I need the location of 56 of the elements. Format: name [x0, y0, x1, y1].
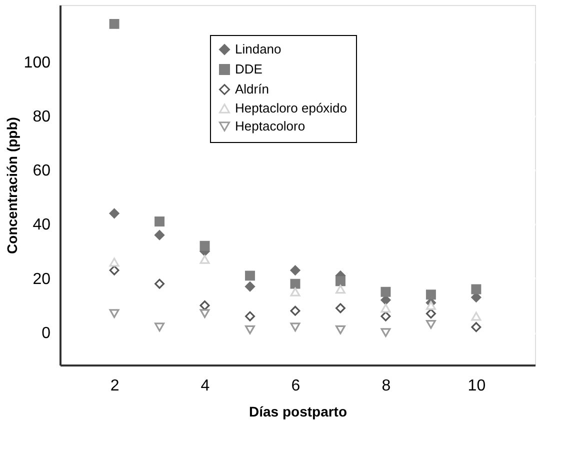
legend-label: Heptacoloro [235, 118, 306, 134]
point [426, 308, 436, 319]
y-tick-label: 100 [24, 54, 51, 72]
point [380, 304, 391, 313]
point [290, 265, 300, 276]
point [335, 325, 346, 334]
point [290, 322, 300, 332]
point [426, 290, 436, 300]
point [290, 306, 300, 316]
x-axis-title: Días postparto [248, 404, 348, 420]
point [200, 300, 210, 310]
y-tick-label: 0 [42, 325, 51, 342]
point [154, 216, 165, 227]
x-tick-label: 10 [468, 378, 486, 394]
point [200, 309, 210, 318]
legend-label: DDE [235, 62, 263, 76]
y-tick-label: 20 [32, 270, 51, 288]
point [245, 270, 255, 281]
point [471, 312, 482, 321]
point [380, 328, 391, 337]
point [245, 282, 255, 292]
point [200, 255, 210, 264]
point [380, 311, 391, 322]
point [380, 286, 391, 297]
point [290, 278, 300, 289]
y-tick-label: 40 [32, 216, 51, 234]
point [245, 311, 255, 322]
x-tick-label: 6 [291, 378, 300, 394]
point [154, 322, 165, 332]
x-tick-label: 2 [110, 378, 120, 394]
legend-label: Aldrín [235, 82, 269, 96]
point [426, 301, 436, 310]
point [335, 276, 346, 286]
point [335, 303, 346, 314]
point [154, 278, 165, 289]
point [380, 295, 391, 306]
point [109, 309, 120, 318]
point [200, 240, 210, 251]
legend-label: Lindano [235, 42, 282, 56]
point [335, 284, 346, 294]
legend-label: Heptacloro epóxido [235, 100, 348, 116]
point [154, 230, 165, 240]
point [109, 18, 120, 29]
point [290, 287, 300, 296]
y-tick-label: 60 [32, 162, 51, 180]
x-tick-label: 4 [200, 378, 210, 394]
point [471, 284, 482, 294]
y-tick-label: 80 [32, 108, 51, 126]
point [109, 258, 120, 267]
point [245, 325, 255, 334]
x-tick-label: 8 [382, 378, 391, 394]
point [471, 322, 482, 332]
point [426, 320, 436, 329]
y-axis-title: Concentración (ppb) [4, 117, 20, 254]
point [109, 208, 120, 218]
point [109, 265, 120, 276]
